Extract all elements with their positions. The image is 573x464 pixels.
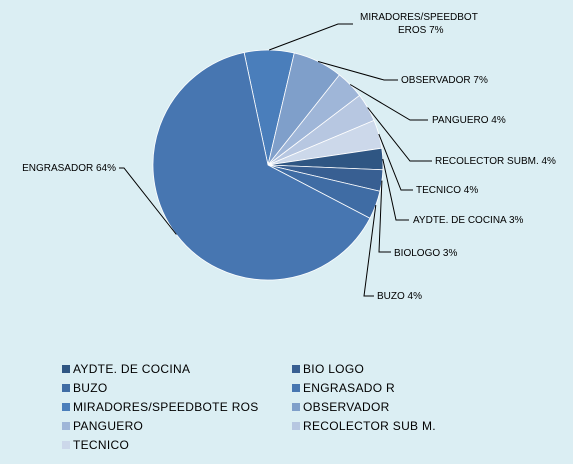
legend-item: OBSERVADOR: [292, 398, 522, 416]
leader-line: [349, 84, 428, 121]
data-label: RECOLECTOR SUBM. 4%: [435, 156, 556, 167]
legend-label: MIRADORES/SPEEDBOTE ROS: [73, 400, 259, 414]
legend-swatch: [62, 441, 70, 449]
data-label: ENGRASADOR 64%: [22, 163, 116, 174]
legend-label: BUZO: [73, 381, 108, 395]
leader-line: [382, 158, 409, 221]
legend: AYDTE. DE COCINA BIO LOGO BUZO ENGRASADO R M…: [62, 360, 532, 454]
legend-label: BIO LOGO: [303, 362, 365, 376]
legend-item: BUZO: [62, 379, 292, 397]
legend-swatch: [292, 403, 300, 411]
legend-item: BIO LOGO: [292, 360, 522, 378]
legend-swatch: [62, 422, 70, 430]
leader-line: [367, 107, 432, 162]
legend-swatch: [292, 365, 300, 373]
leader-line: [378, 133, 413, 191]
legend-swatch: [62, 403, 70, 411]
legend-swatch: [292, 422, 300, 430]
data-label: OBSERVADOR 7%: [401, 75, 488, 86]
legend-label: OBSERVADOR: [303, 400, 390, 414]
data-label: PANGUERO 4%: [432, 115, 506, 126]
leader-line: [269, 23, 353, 51]
legend-item: TECNICO: [62, 436, 292, 454]
legend-swatch: [62, 384, 70, 392]
leader-line: [119, 167, 177, 235]
legend-label: TECNICO: [73, 438, 130, 452]
leader-line: [378, 180, 391, 253]
pie-slice-engrasador: [152, 52, 371, 281]
legend-item: PANGUERO: [62, 417, 292, 435]
legend-swatch: [292, 384, 300, 392]
legend-item: ENGRASADO R: [292, 379, 522, 397]
legend-swatch: [62, 365, 70, 373]
legend-item: AYDTE. DE COCINA: [62, 360, 292, 378]
leader-line: [317, 61, 398, 81]
data-label: MIRADORES/SPEEDBOT EROS 7%: [360, 12, 478, 36]
data-label: TECNICO 4%: [416, 185, 478, 196]
legend-label: AYDTE. DE COCINA: [73, 362, 191, 376]
legend-item: RECOLECTOR SUB M.: [292, 417, 522, 435]
legend-label: PANGUERO: [73, 419, 144, 433]
legend-label: RECOLECTOR SUB M.: [303, 419, 436, 433]
data-label: BIOLOGO 3%: [394, 248, 457, 259]
leader-line: [363, 205, 377, 297]
legend-item: MIRADORES/SPEEDBOTE ROS: [62, 398, 292, 416]
data-label: AYDTE. DE COCINA 3%: [413, 215, 524, 226]
legend-label: ENGRASADO R: [303, 381, 395, 395]
data-label: BUZO 4%: [377, 291, 422, 302]
